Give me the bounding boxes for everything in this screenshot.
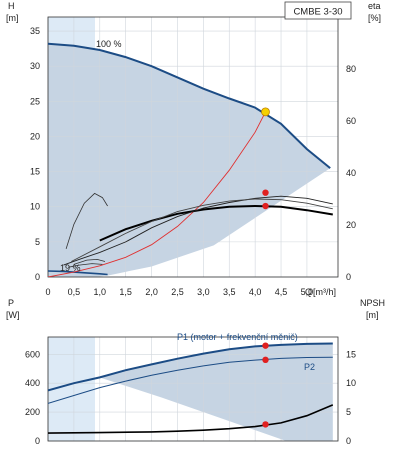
power-point-marker bbox=[262, 356, 269, 364]
p-tick-label: 600 bbox=[25, 349, 40, 359]
chart-title-box bbox=[284, 1, 352, 20]
head-curve-100 bbox=[48, 42, 331, 169]
h-tick-label: 0 bbox=[35, 272, 40, 282]
p2-curve bbox=[48, 356, 333, 404]
x-tick-label: 1,0 bbox=[94, 287, 107, 297]
x-tick-label: 2,0 bbox=[145, 287, 158, 297]
top-plot-frame bbox=[47, 16, 339, 278]
top-ylabel: H bbox=[8, 1, 15, 11]
operating-area-bottom bbox=[48, 337, 333, 441]
min-speed-efficiency-curve bbox=[65, 192, 108, 250]
power-point-marker bbox=[262, 421, 269, 428]
bottom-plot-frame bbox=[47, 336, 339, 442]
bottom-yunit: [W] bbox=[6, 310, 20, 320]
min-speed-efficiency-curve bbox=[73, 258, 106, 265]
min-speed-label: 19 % bbox=[60, 263, 81, 273]
eta-tick-label: 40 bbox=[346, 168, 356, 178]
max-speed-label: 100 % bbox=[96, 39, 122, 49]
operating-envelope-bottom bbox=[48, 343, 333, 441]
eta-tick-label: 20 bbox=[346, 220, 356, 230]
efficiency-point-marker bbox=[262, 189, 269, 196]
duty-point-marker bbox=[261, 107, 270, 117]
power-point-marker bbox=[262, 342, 269, 349]
efficiency-curve-motor bbox=[71, 198, 333, 262]
p2-series-label: P2 bbox=[304, 362, 315, 372]
bottom-markers bbox=[262, 342, 269, 428]
p1-curve bbox=[48, 342, 333, 392]
bottom-series bbox=[48, 342, 334, 434]
x-tick-label: 3,5 bbox=[223, 287, 236, 297]
x-tick-label: 1,5 bbox=[119, 287, 132, 297]
npsh-tick-label: 0 bbox=[346, 436, 351, 446]
x-tick-label: 0,5 bbox=[68, 287, 81, 297]
operating-envelope-top bbox=[48, 43, 331, 277]
eta-tick-label: 60 bbox=[346, 116, 356, 126]
efficiency-curve-pump bbox=[63, 195, 333, 266]
bottom-grid bbox=[47, 336, 339, 442]
h-tick-label: 15 bbox=[30, 167, 40, 177]
p-tick-label: 200 bbox=[25, 407, 40, 417]
chart-title: CMBE 3-30 bbox=[293, 7, 342, 18]
x-tick-label: 3,0 bbox=[197, 287, 210, 297]
x-tick-label: 2,5 bbox=[171, 287, 184, 297]
x-tick-label: 4,5 bbox=[275, 287, 288, 297]
npsh-curve bbox=[48, 404, 334, 434]
x-tick-label: 4,0 bbox=[249, 287, 262, 297]
system-curve bbox=[48, 111, 266, 277]
top-series bbox=[48, 42, 333, 277]
x-tick-label: 0 bbox=[45, 287, 50, 297]
h-tick-label: 25 bbox=[30, 96, 40, 106]
top-yunit: [m] bbox=[6, 13, 19, 23]
top-y2unit: [%] bbox=[368, 13, 381, 23]
h-tick-label: 5 bbox=[35, 237, 40, 247]
top-xunit: [m³/h] bbox=[313, 287, 336, 297]
top-xlabel: Q bbox=[305, 287, 312, 297]
bottom-y2unit: [m] bbox=[366, 310, 379, 320]
h-tick-label: 35 bbox=[30, 26, 40, 36]
min-speed-efficiency-curve bbox=[68, 263, 103, 268]
p1-series-label: P1 (motor + frekvenční měnič) bbox=[177, 332, 298, 342]
h-tick-label: 20 bbox=[30, 131, 40, 141]
h-tick-label: 30 bbox=[30, 61, 40, 71]
p-tick-label: 0 bbox=[35, 436, 40, 446]
npsh-tick-label: 15 bbox=[346, 349, 356, 359]
bottom-tick-labels: 0 200 400 600 0 5 10 15 bbox=[25, 349, 356, 446]
top-markers bbox=[261, 107, 270, 210]
top-grid bbox=[47, 16, 339, 278]
p-tick-label: 400 bbox=[25, 378, 40, 388]
h-tick-label: 10 bbox=[30, 202, 40, 212]
bottom-y2label: NPSH bbox=[360, 298, 385, 308]
npsh-tick-label: 5 bbox=[346, 407, 351, 417]
efficiency-curve-total bbox=[99, 204, 333, 242]
bottom-ylabel: P bbox=[8, 298, 14, 308]
eta-tick-label: 0 bbox=[346, 272, 351, 282]
npsh-tick-label: 10 bbox=[346, 378, 356, 388]
efficiency-point-marker bbox=[262, 202, 269, 210]
low-speed-zone-bottom bbox=[48, 337, 95, 441]
eta-tick-label: 80 bbox=[346, 64, 356, 74]
top-tick-labels: 0 0,5 1,0 1,5 2,0 2,5 3,0 3,5 4,0 4,5 5,0 0 5 10 15 20 2… bbox=[30, 26, 356, 297]
x-tick-label: 5,0 bbox=[301, 287, 314, 297]
head-curve-min-speed bbox=[48, 270, 108, 276]
operating-area-top bbox=[48, 17, 331, 277]
top-y2label: eta bbox=[368, 1, 381, 11]
